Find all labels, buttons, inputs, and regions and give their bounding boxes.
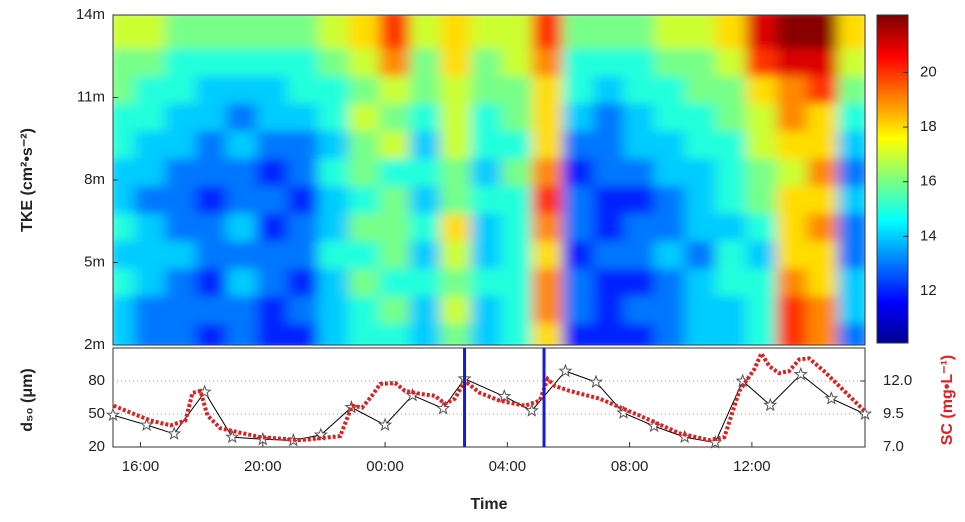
y2-tick-label: 12.0 xyxy=(883,372,912,389)
colorbar-tick-label: 18 xyxy=(920,118,937,135)
star-marker xyxy=(560,365,571,376)
y2-label: SC (mg•L⁻¹) xyxy=(939,355,956,445)
colorbar-tick-label: 14 xyxy=(920,227,937,244)
x-tick-label: 20:00 xyxy=(244,458,282,475)
colorbar-tick-label: 16 xyxy=(920,173,937,190)
star-marker xyxy=(168,428,179,439)
y-tick-label: 80 xyxy=(88,372,105,389)
y-label: TKE (cm²•s⁻²) xyxy=(19,128,36,232)
heatmap-area xyxy=(107,9,871,351)
y-tick-label: 8m xyxy=(84,171,105,188)
y-tick-label: 11m xyxy=(77,88,105,105)
x-tick-label: 08:00 xyxy=(611,458,649,475)
colorbar xyxy=(877,15,908,343)
x-label: Time xyxy=(470,496,507,513)
y-tick-label: 5m xyxy=(84,253,105,270)
star-marker xyxy=(826,393,837,404)
colorbar-tick-label: 12 xyxy=(920,282,937,299)
y-tick-label: 14m xyxy=(76,6,105,23)
y-label: d₅₀ (μm) xyxy=(19,368,36,431)
y-tick-label: 2m xyxy=(84,336,105,353)
heatmap-cells xyxy=(107,9,871,351)
x-tick-label: 00:00 xyxy=(366,458,404,475)
y-tick-label: 20 xyxy=(88,438,105,455)
y2-tick-label: 7.0 xyxy=(883,438,904,455)
x-tick-label: 16:00 xyxy=(122,458,160,475)
colorbar-tick-label: 20 xyxy=(920,63,937,80)
d50-line xyxy=(113,371,865,443)
x-tick-label: 04:00 xyxy=(489,458,527,475)
y2-tick-label: 9.5 xyxy=(883,405,904,422)
star-marker xyxy=(590,376,601,387)
x-tick-label: 12:00 xyxy=(733,458,771,475)
y-tick-label: 50 xyxy=(88,405,105,422)
